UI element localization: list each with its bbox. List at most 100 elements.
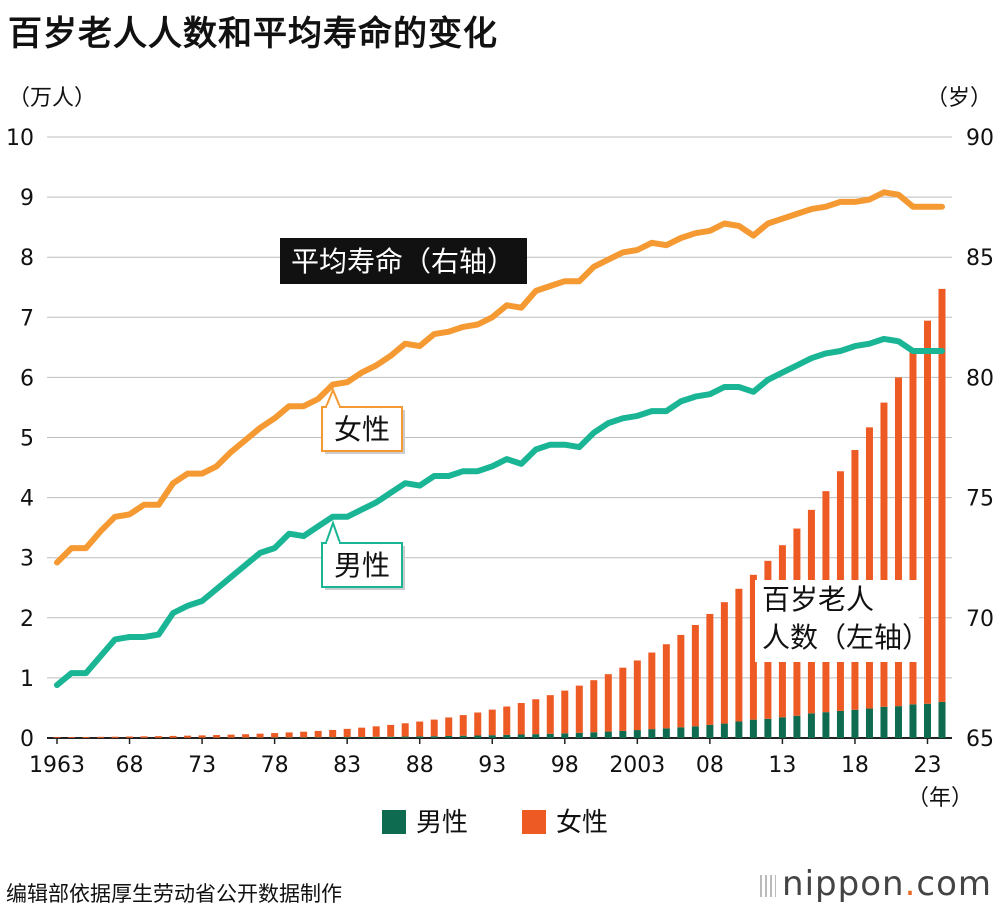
bar-female: [575, 685, 583, 733]
bar-female: [706, 613, 714, 725]
bar-male: [329, 737, 337, 738]
x-tick-label: 23: [913, 753, 941, 778]
bar-female: [865, 427, 873, 709]
bar-male: [445, 735, 453, 738]
bar-male: [532, 734, 540, 738]
bar-female: [909, 349, 917, 705]
line-female: [54, 189, 945, 566]
female-callout-box: [321, 406, 403, 452]
bar-female: [735, 588, 743, 722]
bar-male: [590, 732, 598, 738]
centenarian-label-line2: 人数（左轴）: [762, 621, 930, 654]
bar-female: [749, 574, 757, 720]
bar-male: [401, 736, 409, 738]
bar-female: [184, 735, 192, 738]
bar-female: [271, 733, 279, 738]
bar-female: [68, 737, 76, 738]
bar-male: [285, 737, 293, 738]
bar-female: [894, 377, 902, 707]
left-tick-label: 3: [20, 547, 34, 572]
bar-female: [923, 320, 931, 704]
bar-female: [503, 706, 511, 735]
left-tick-label: 8: [20, 246, 34, 271]
bar-male: [778, 717, 786, 738]
male-callout-pointer: [325, 519, 341, 544]
bar-male: [807, 713, 815, 738]
male-callout-box: [321, 542, 403, 588]
bar-male: [300, 737, 308, 738]
bar-male: [604, 731, 612, 738]
right-tick-label: 80: [966, 366, 994, 391]
bar-male: [691, 726, 699, 738]
bar-male: [923, 703, 931, 738]
right-tick-label: 70: [966, 607, 994, 632]
right-tick-label: 85: [966, 246, 994, 271]
bar-male: [459, 735, 467, 738]
centenarian-label-box: [755, 580, 919, 662]
lifespan-label-box: [280, 238, 527, 284]
bar-female: [677, 634, 685, 728]
lifespan-label-text: 平均寿命（右轴）: [291, 245, 515, 278]
bar-female: [329, 729, 337, 738]
bar-female: [358, 727, 366, 737]
legend-swatch-male: [382, 810, 406, 834]
bar-female: [401, 723, 409, 737]
left-tick-label: 7: [20, 306, 34, 331]
bar-female: [372, 726, 380, 737]
bar-male: [343, 737, 351, 738]
line-male: [54, 335, 945, 689]
bar-female: [851, 450, 859, 710]
brand-dot: .: [904, 864, 917, 904]
x-tick-label: 13: [768, 753, 796, 778]
bar-female: [880, 402, 888, 707]
left-tick-label: 2: [20, 607, 34, 632]
bar-female: [82, 736, 90, 738]
bar-female: [300, 731, 308, 738]
bar-female: [416, 721, 424, 737]
bar-female: [633, 660, 641, 731]
x-tick-label: 83: [333, 753, 361, 778]
bar-male: [822, 712, 830, 738]
female-callout-pointer: [325, 387, 341, 408]
bar-male: [517, 734, 525, 738]
bar-male: [749, 719, 757, 738]
left-tick-label: 5: [20, 427, 34, 452]
bar-female: [213, 735, 221, 738]
bar-female: [590, 680, 598, 733]
legend-swatch-female: [522, 810, 546, 834]
bar-female: [285, 732, 293, 738]
left-tick-label: 9: [20, 186, 34, 211]
bar-male: [619, 730, 627, 738]
bar-female: [546, 695, 554, 734]
bar-male: [706, 724, 714, 738]
bar-male: [546, 733, 554, 738]
bar-female: [532, 699, 540, 735]
bar-male: [488, 735, 496, 738]
bar-female: [126, 736, 134, 738]
nippon-logo[interactable]: nippon.com: [760, 864, 992, 904]
legend-label-male: 男性: [416, 808, 468, 838]
x-axis-unit: （年）: [907, 786, 973, 811]
bar-male: [648, 729, 656, 738]
legend-label-female: 女性: [556, 808, 608, 838]
bar-female: [691, 625, 699, 727]
bar-female: [662, 644, 670, 729]
right-axis-unit: （岁）: [925, 86, 992, 111]
bar-female: [242, 734, 250, 738]
bar-female: [459, 715, 467, 736]
bar-female: [97, 736, 105, 738]
bar-female: [938, 288, 946, 702]
bar-male: [474, 735, 482, 738]
bar-female: [53, 737, 61, 738]
bar-female: [445, 717, 453, 736]
bar-female: [227, 734, 235, 738]
bar-female: [720, 602, 728, 724]
bar-male: [372, 736, 380, 738]
female-callout-text: 女性: [334, 413, 390, 446]
bar-male: [677, 727, 685, 738]
centenarian-label-line1: 百岁老人: [762, 583, 874, 616]
bar-male: [894, 706, 902, 738]
bar-male: [764, 718, 772, 738]
bar-male: [416, 736, 424, 738]
